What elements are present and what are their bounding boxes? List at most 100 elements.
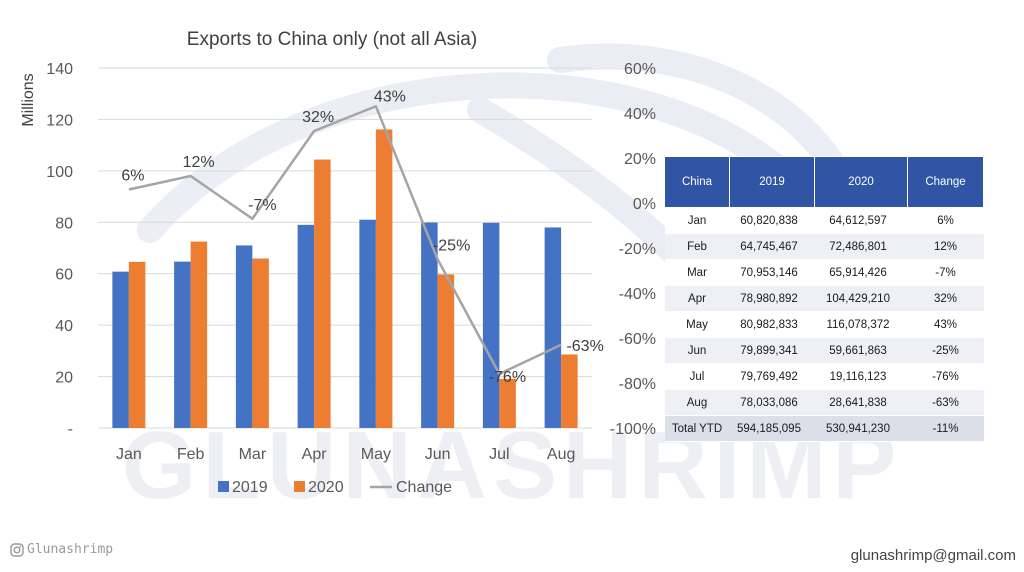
table-cell: 78,980,892 — [729, 285, 815, 312]
data-label: -7% — [248, 197, 276, 214]
legend-swatch — [218, 481, 229, 492]
table-row: Total YTD 594,185,095 530,941,230 -11% — [664, 415, 984, 442]
data-label: -25% — [433, 237, 470, 254]
y-tick-label: - — [68, 421, 73, 438]
data-label: -63% — [566, 338, 603, 355]
table-header-row: China 2019 2020 Change — [664, 156, 984, 208]
contact-email: glunashrimp@gmail.com — [850, 547, 1016, 564]
table-cell: 72,486,801 — [814, 233, 908, 260]
y2-tick-label: -20% — [619, 241, 656, 258]
table-row: Feb 64,745,467 72,486,801 12% — [664, 233, 984, 260]
table-cell: 19,116,123 — [814, 363, 908, 390]
table-cell: 12% — [907, 233, 984, 260]
bar-2020 — [561, 354, 578, 428]
table-header-cell: China — [664, 156, 730, 208]
bar-2020 — [499, 378, 516, 428]
table-row: Mar 70,953,146 65,914,426 -7% — [664, 259, 984, 286]
bar-2019 — [112, 271, 129, 428]
table-cell: -63% — [907, 389, 984, 416]
table-cell: -7% — [907, 259, 984, 286]
table-cell: 43% — [907, 311, 984, 338]
table-cell: Feb — [664, 233, 730, 260]
change-line: 6% 12% -7% 32% 43% -25% -76% -63% — [121, 88, 603, 386]
bar-2019 — [421, 222, 438, 428]
bar-2020 — [252, 258, 269, 428]
table-cell: -25% — [907, 337, 984, 364]
table-cell: 60,820,838 — [729, 207, 815, 234]
table-cell: 59,661,863 — [814, 337, 908, 364]
bar-2019 — [482, 222, 500, 428]
table-cell: Jan — [664, 207, 730, 234]
y2-tick-label: -80% — [619, 376, 656, 393]
table-header-cell: 2019 — [729, 156, 815, 208]
y-tick-label: 80 — [55, 215, 73, 232]
bar-2020 — [375, 129, 393, 428]
data-label: 6% — [121, 168, 144, 185]
table-header-cell: 2020 — [814, 156, 908, 208]
y-axis: - 20 40 60 80 100 120 140 — [46, 61, 73, 438]
x-tick-label: May — [361, 446, 391, 463]
y-tick-label: 60 — [55, 267, 73, 284]
table-cell: 78,033,086 — [729, 389, 815, 416]
table-row: May 80,982,833 116,078,372 43% — [664, 311, 984, 338]
table-cell: 79,899,341 — [729, 337, 815, 364]
y2-axis: -100% -80% -60% -40% -20% 0% 20% 40% 60% — [610, 61, 656, 438]
legend-label: Change — [396, 479, 452, 496]
table-row: Apr 78,980,892 104,429,210 32% — [664, 285, 984, 312]
table-cell: -76% — [907, 363, 984, 390]
data-label: 43% — [374, 88, 406, 105]
legend: 2019 2020 Change — [218, 479, 452, 496]
table-header-cell: Change — [907, 156, 984, 208]
table-cell: 80,982,833 — [729, 311, 815, 338]
y-tick-label: 40 — [55, 318, 73, 335]
table-cell: 79,769,492 — [729, 363, 815, 390]
table-cell: Apr — [664, 285, 730, 312]
bar-2019 — [235, 245, 253, 428]
x-axis: Jan Feb Mar Apr May Jun Jul Aug — [116, 446, 575, 463]
bar-2019 — [544, 227, 562, 428]
bar-2019 — [359, 219, 376, 428]
table-cell: 64,612,597 — [814, 207, 908, 234]
table-cell: 6% — [907, 207, 984, 234]
table-row: Jul 79,769,492 19,116,123 -76% — [664, 363, 984, 390]
data-label: 12% — [183, 154, 215, 171]
table-cell: 28,641,838 — [814, 389, 908, 416]
table-cell: 530,941,230 — [814, 415, 908, 442]
y2-tick-label: 60% — [624, 61, 656, 78]
social-handle: Glunashrimp — [10, 542, 113, 557]
table-row: Aug 78,033,086 28,641,838 -63% — [664, 389, 984, 416]
table-cell: 594,185,095 — [729, 415, 815, 442]
table-cell: Aug — [664, 389, 730, 416]
y2-tick-label: -40% — [619, 286, 656, 303]
y-tick-label: 120 — [46, 112, 73, 129]
change-line-path — [128, 105, 562, 376]
bar-2020 — [314, 159, 331, 429]
table-cell: 65,914,426 — [814, 259, 908, 286]
y-tick-label: 140 — [46, 61, 73, 78]
table-cell: 104,429,210 — [814, 285, 908, 312]
bar-2019 — [174, 261, 191, 428]
instagram-icon — [10, 542, 24, 557]
bar-2020 — [437, 274, 455, 428]
y-axis-label: Millions — [20, 73, 37, 126]
table-cell: Jun — [664, 337, 730, 364]
social-handle-text: Glunashrimp — [27, 542, 114, 557]
data-table: China 2019 2020 Change Jan 60,820,838 64,6… — [664, 156, 984, 442]
table-cell: 116,078,372 — [814, 311, 908, 338]
table-cell: Jul — [664, 363, 730, 390]
table-cell: -11% — [907, 415, 984, 442]
table-cell: Mar — [664, 259, 730, 286]
data-label: -76% — [489, 369, 526, 386]
x-tick-label: Apr — [302, 446, 328, 463]
legend-label: 2020 — [308, 479, 344, 496]
bar-2020 — [128, 261, 146, 428]
legend-swatch — [294, 481, 305, 492]
table-cell: 32% — [907, 285, 984, 312]
chart-title: Exports to China only (not all Asia) — [187, 29, 477, 50]
table-cell: Total YTD — [664, 415, 730, 442]
y2-tick-label: 20% — [624, 151, 656, 168]
x-tick-label: Mar — [239, 446, 267, 463]
table-cell: 64,745,467 — [729, 233, 815, 260]
table-row: Jan 60,820,838 64,612,597 6% — [664, 207, 984, 234]
